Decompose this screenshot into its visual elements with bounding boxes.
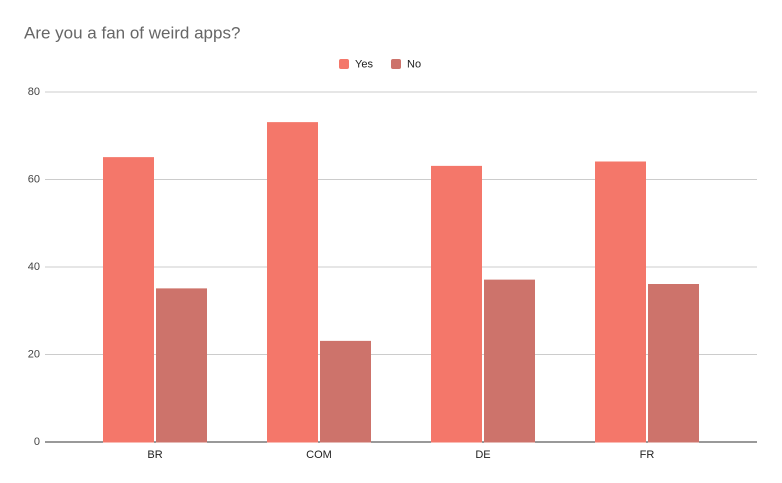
- bar: [156, 288, 207, 443]
- bar: [267, 122, 318, 443]
- x-tick-label: FR: [640, 449, 655, 461]
- chart-title: Are you a fan of weird apps?: [24, 23, 240, 42]
- bar: [484, 279, 535, 443]
- x-tick-label: COM: [306, 449, 332, 461]
- bar: [431, 165, 482, 443]
- x-tick-label: DE: [475, 449, 490, 461]
- y-tick-label: 80: [28, 86, 40, 98]
- legend-label: No: [407, 58, 421, 70]
- y-tick-label: 0: [34, 436, 40, 448]
- legend-label: Yes: [355, 58, 373, 70]
- bar: [103, 157, 154, 443]
- legend-swatch: [339, 59, 349, 69]
- legend-swatch: [391, 59, 401, 69]
- bar: [648, 284, 699, 443]
- bar: [320, 340, 371, 443]
- bar: [595, 161, 646, 443]
- y-tick-label: 40: [28, 261, 40, 273]
- x-tick-label: BR: [147, 449, 162, 461]
- y-tick-label: 20: [28, 348, 40, 360]
- y-tick-label: 60: [28, 173, 40, 185]
